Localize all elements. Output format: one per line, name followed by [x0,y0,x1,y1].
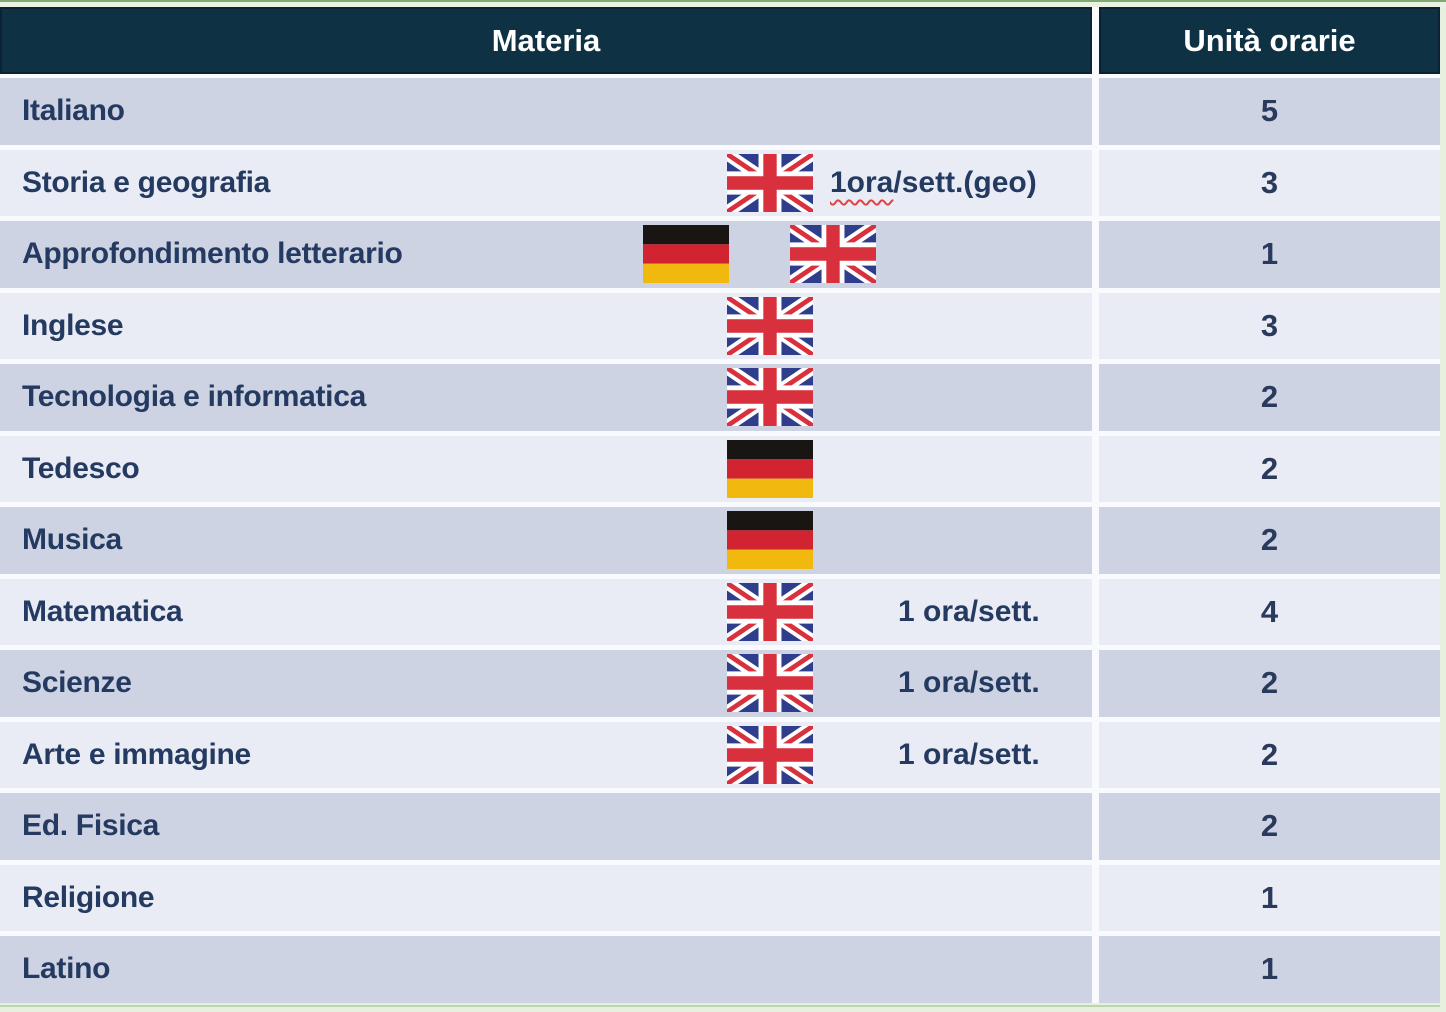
header-materia-label: Materia [491,22,601,58]
materia-cell: Scienze 1 ora/sett. [0,650,1092,717]
germany-flag-icon [643,225,729,284]
uk-flag-icon [727,296,813,355]
hours-cell: 4 [1099,578,1440,645]
germany-flag-icon [727,511,813,570]
materia-cell: Approfondimento letterario [0,221,1092,288]
table-row: Matematica 1 ora/sett. 4 [0,578,1440,645]
materia-cell: Religione [0,864,1092,931]
subject-label: Inglese [22,308,124,342]
subject-label: Storia e geografia [22,165,271,199]
table-row: Arte e immagine 1 ora/sett. 2 [0,721,1440,788]
materia-cell: Storia e geografia 1ora/sett.(geo) [0,149,1092,216]
hours-value: 3 [1260,307,1279,343]
table-row: Scienze 1 ora/sett. 2 [0,650,1440,717]
weekly-hours-note: 1 ora/sett. [898,737,1040,771]
materia-cell: Ed. Fisica [0,793,1092,860]
subject-label: Latino [22,952,111,986]
uk-flag-icon [727,153,813,212]
hours-value: 1 [1260,879,1279,915]
hours-cell: 3 [1099,149,1440,216]
subject-label: Italiano [22,94,125,128]
table-row: Approfondimento letterario 1 [0,221,1440,288]
subject-label: Tecnologia e informatica [22,380,366,414]
header-unita-label: Unità orarie [1183,22,1356,58]
materia-cell: Matematica 1 ora/sett. [0,578,1092,645]
subject-label: Musica [22,523,122,557]
table-row: Tecnologia e informatica 2 [0,364,1440,431]
materia-cell: Inglese [0,292,1092,359]
table-row: Ed. Fisica 2 [0,793,1440,860]
table-row: Storia e geografia 1ora/sett.(geo) 3 [0,149,1440,216]
subject-label: Ed. Fisica [22,809,160,843]
materia-cell: Tedesco [0,435,1092,502]
hours-value: 2 [1260,736,1279,772]
subject-label: Scienze [22,666,132,700]
subject-label: Matematica [22,594,183,628]
weekly-hours-note: 1ora/sett.(geo) [830,165,1037,199]
hours-cell: 2 [1099,793,1440,860]
germany-flag-icon [727,439,813,498]
table-row: Musica 2 [0,507,1440,574]
materia-cell: Italiano [0,78,1092,145]
weekly-hours-note: 1 ora/sett. [898,666,1040,700]
hours-cell: 2 [1099,364,1440,431]
hours-value: 1 [1260,236,1279,272]
hours-cell: 3 [1099,292,1440,359]
hours-cell: 5 [1099,78,1440,145]
uk-flag-icon [727,582,813,641]
header-cell-unita: Unità orarie [1099,7,1440,74]
subject-label: Approfondimento letterario [22,237,403,271]
table-row: Latino 1 [0,936,1440,1003]
hours-cell: 1 [1099,864,1440,931]
materia-cell: Latino [0,936,1092,1003]
header-cell-materia: Materia [0,7,1092,74]
hours-value: 2 [1260,665,1279,701]
subject-label: Tedesco [22,451,140,485]
hours-value: 2 [1260,379,1279,415]
materia-cell: Arte e immagine 1 ora/sett. [0,721,1092,788]
uk-flag-icon [727,725,813,784]
hours-cell: 1 [1099,936,1440,1003]
weekly-hours-note: 1 ora/sett. [898,594,1040,628]
top-accent-strip [0,0,1446,7]
hours-value: 4 [1260,593,1279,629]
hours-value: 2 [1260,450,1279,486]
materia-cell: Musica [0,507,1092,574]
timetable-table: Materia Unità orarie Italiano 5 Storia e g… [0,7,1440,1003]
hours-cell: 2 [1099,507,1440,574]
hours-value: 3 [1260,164,1279,200]
uk-flag-icon [790,225,876,284]
hours-value: 2 [1260,808,1279,844]
table-row: Inglese 3 [0,292,1440,359]
bottom-accent-line [0,1005,1440,1007]
hours-cell: 2 [1099,721,1440,788]
spellcheck-squiggle-text: 1ora [830,165,894,199]
materia-cell: Tecnologia e informatica [0,364,1092,431]
hours-value: 5 [1260,93,1279,129]
table-row: Italiano 5 [0,78,1440,145]
hours-value: 1 [1260,951,1279,987]
table-row: Tedesco 2 [0,435,1440,502]
table-row: Religione 1 [0,864,1440,931]
hours-value: 2 [1260,522,1279,558]
subject-label: Religione [22,880,155,914]
uk-flag-icon [727,654,813,713]
hours-cell: 2 [1099,650,1440,717]
hours-cell: 2 [1099,435,1440,502]
hours-cell: 1 [1099,221,1440,288]
subject-label: Arte e immagine [22,737,251,771]
uk-flag-icon [727,368,813,427]
